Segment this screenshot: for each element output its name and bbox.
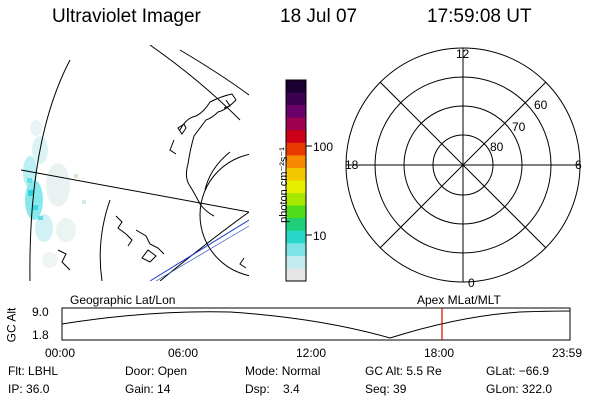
dsp-label: Dsp: [245, 382, 270, 396]
gain-value: 14 [157, 382, 171, 396]
ip-info: IP: 36.0 [8, 382, 49, 396]
seq-info: Seq: 39 [365, 382, 406, 396]
mode-info: Mode: Normal [245, 364, 320, 378]
seq-value: 39 [393, 382, 407, 396]
colorbar [285, 79, 312, 282]
colorbar-tick-10: 10 [313, 229, 327, 243]
colorbar-swatch [286, 243, 306, 257]
dsp-value: 3.4 [283, 382, 300, 396]
mode-label: Mode: [245, 364, 279, 378]
colorbar-swatch [286, 105, 306, 119]
orbit-track [149, 219, 249, 281]
mlt-label-18: 18 [345, 158, 359, 172]
filter-value: LBHL [28, 364, 59, 378]
glat-info: GLat: −66.9 [486, 364, 549, 378]
mlat-label-60: 60 [534, 98, 548, 112]
colorbar-swatch [286, 205, 306, 219]
mlat-label-80: 80 [490, 140, 504, 154]
altitude-ylabel: GC Alt [4, 307, 19, 343]
geographic-map [21, 45, 249, 281]
observation-time: 17:59:08 UT [427, 6, 532, 27]
mode-value: Normal [281, 364, 321, 378]
colorbar-unit-label: photon cm⁻²s⁻¹ [278, 147, 290, 223]
colorbar-swatch [286, 155, 306, 169]
ip-label: IP: [8, 382, 23, 396]
altitude-ytick-1-8: 1.8 [32, 328, 49, 342]
colorbar-swatch [286, 230, 306, 244]
filter-label: Flt: [8, 364, 25, 378]
colorbar-swatch [286, 92, 306, 106]
colorbar-swatch [286, 218, 306, 232]
mlat-label-70: 70 [512, 120, 526, 134]
colorbar-swatch [286, 142, 306, 156]
altitude-plot [61, 307, 571, 341]
door-label: Door: [125, 364, 155, 378]
seq-label: Seq: [365, 382, 390, 396]
colorbar-swatch [286, 117, 306, 131]
colorbar-swatch [286, 255, 306, 270]
glon-info: GLon: 322.0 [486, 382, 552, 396]
dsp-info: Dsp: 3.4 [245, 382, 300, 396]
colorbar-swatch [286, 193, 306, 207]
colorbar-swatch [286, 130, 306, 144]
colorbar-tick-100: 100 [313, 140, 334, 154]
altitude-xtick-1200: 12:00 [296, 346, 327, 360]
uv-emission [23, 120, 86, 268]
instrument-title: Ultraviolet Imager [52, 6, 201, 27]
ip-value: 36.0 [26, 382, 50, 396]
glat-label: GLat: [486, 364, 516, 378]
gain-info: Gain: 14 [125, 382, 170, 396]
glon-value: 322.0 [522, 382, 553, 396]
altitude-xtick-2359: 23:59 [552, 346, 583, 360]
mlt-label-6: 6 [575, 158, 582, 172]
colorbar-swatch [286, 180, 306, 194]
colorbar-swatch [286, 80, 306, 94]
altitude-ytick-9: 9.0 [32, 305, 49, 319]
altitude-xtick-0600: 06:00 [168, 346, 199, 360]
geographic-map-title: Geographic Lat/Lon [70, 293, 176, 307]
gain-label: Gain: [125, 382, 154, 396]
coastline [57, 93, 247, 271]
gc-alt-value: 5.5 Re [406, 364, 442, 378]
polar-grid [345, 47, 581, 283]
gc-alt-label: GC Alt: [365, 364, 404, 378]
mlt-label-0: 0 [468, 276, 475, 290]
gc-alt-info: GC Alt: 5.5 Re [365, 364, 442, 378]
altitude-xtick-0000: 00:00 [45, 346, 76, 360]
glon-label: GLon: [486, 382, 519, 396]
door-value: Open [157, 364, 188, 378]
altitude-curve [61, 310, 571, 339]
mlt-label-12: 12 [456, 47, 470, 61]
glat-value: −66.9 [518, 364, 550, 378]
filter-info: Flt: LBHL [8, 364, 58, 378]
door-info: Door: Open [125, 364, 187, 378]
colorbar-swatch [286, 268, 306, 282]
altitude-xtick-1800: 18:00 [424, 346, 455, 360]
observation-date: 18 Jul 07 [280, 6, 358, 27]
colorbar-swatch [286, 167, 306, 182]
polar-plot-title: Apex MLat/MLT [417, 293, 501, 307]
